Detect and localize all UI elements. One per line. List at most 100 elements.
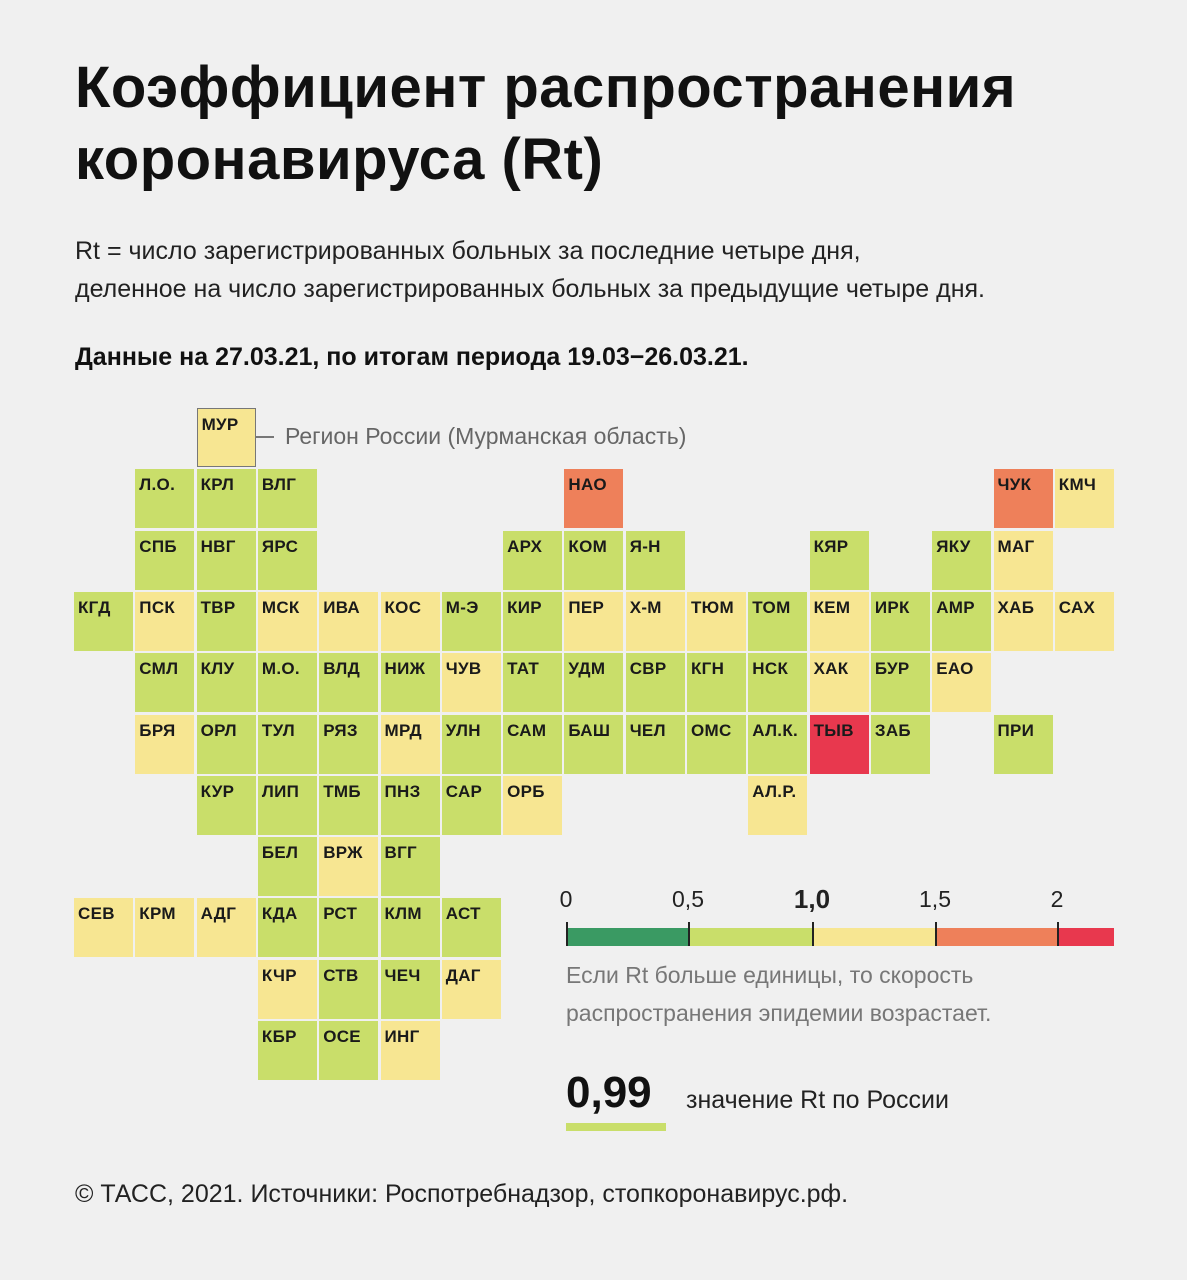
region-tile: УЛН (441, 714, 501, 774)
region-tile: КМЧ (1054, 469, 1114, 529)
russia-rt-value: 0,99 (566, 1068, 652, 1117)
scale-segment-dark-green (566, 928, 688, 946)
region-tile: КБР (257, 1021, 317, 1080)
region-tile: БРЯ (135, 714, 195, 774)
region-tile: ИРК (870, 591, 930, 651)
region-tile: НАО (564, 469, 624, 529)
region-tile: ВРЖ (319, 837, 379, 897)
rt-color-scale: 0 0,5 1,0 1,5 2 (560, 880, 1114, 950)
scale-note: Если Rt больше единицы, то скорость расп… (566, 956, 1126, 1032)
scale-segment-green (688, 928, 812, 946)
region-tile: ЯРС (257, 530, 317, 590)
region-tile: МАГ (993, 530, 1053, 590)
region-tile: ВЛД (319, 653, 379, 713)
russia-rt-label: значение Rt по России (686, 1086, 949, 1114)
region-tile: ПСК (135, 591, 195, 651)
region-tile: КЛУ (196, 653, 256, 713)
region-tile: ТМБ (319, 775, 379, 835)
scale-tick-label: 0 (559, 886, 573, 912)
scale-tick-label: 1,0 (793, 884, 831, 914)
region-tile: ПНЗ (380, 775, 440, 835)
region-tile: ВЛГ (257, 469, 317, 529)
region-tile: КЯР (809, 530, 869, 590)
region-tile: РСТ (319, 898, 379, 958)
region-tile: ТОМ (748, 591, 808, 651)
scale-tick-label: 2 (1050, 886, 1064, 912)
region-tile: МСК (257, 591, 317, 651)
region-tile: ЧЕЛ (625, 714, 685, 774)
scale-note-line-2: распространения эпидемии возрастает. (566, 1000, 992, 1026)
region-tile: КГН (687, 653, 746, 713)
region-tile: ИВА (319, 591, 379, 651)
scale-segment-red (1057, 928, 1114, 946)
region-tile: САХ (1054, 591, 1114, 651)
region-tile: КРМ (135, 898, 195, 958)
region-tile: АМР (932, 591, 992, 651)
legend-callout-text: Регион России (Мурманская область) (285, 423, 687, 449)
scale-segment-orange (935, 928, 1057, 946)
region-tile: ЧУК (993, 469, 1053, 529)
region-tile: ПРИ (993, 714, 1053, 774)
region-tile: ДАГ (441, 959, 501, 1019)
data-date: Данные на 27.03.21, по итогам периода 19… (75, 343, 749, 371)
region-tile: Я-Н (625, 530, 685, 590)
page-title: Коэффициент распространения коронавируса… (75, 55, 1017, 192)
region-tile: АЛ.К. (748, 714, 808, 774)
scale-tick-label: 0,5 (672, 886, 704, 912)
region-tile: ТЮМ (687, 591, 746, 651)
region-tile: КОМ (564, 530, 624, 590)
region-tile: КДА (257, 898, 317, 958)
region-tile: Х-М (625, 591, 685, 651)
region-tile: УДМ (564, 653, 624, 713)
region-tile: КЕМ (809, 591, 869, 651)
region-tile: М.О. (257, 653, 317, 713)
region-tile: НСК (748, 653, 808, 713)
scale-mark (812, 922, 814, 946)
region-tile: НВГ (196, 530, 256, 590)
region-tile: М-Э (441, 591, 501, 651)
region-tile: ЧУВ (441, 653, 501, 713)
region-tile: АРХ (503, 530, 563, 590)
region-tile: КИР (503, 591, 563, 651)
region-tile: МРД (380, 714, 440, 774)
region-tile: ТВР (196, 591, 256, 651)
region-tile: ТУЛ (257, 714, 317, 774)
legend-region-tile: МУР (196, 408, 256, 467)
region-tile: БУР (870, 653, 930, 713)
region-tile: ХАБ (993, 591, 1053, 651)
region-tile: ЕАО (932, 653, 992, 713)
region-tile: АЛ.Р. (748, 775, 808, 835)
region-tile: КУР (196, 775, 256, 835)
region-tile: КРЛ (196, 469, 256, 529)
region-tile: БЕЛ (257, 837, 317, 897)
region-tile: СТВ (319, 959, 379, 1019)
region-tile: НИЖ (380, 653, 440, 713)
region-tile: Л.О. (135, 469, 195, 529)
region-tile: КЛМ (380, 898, 440, 958)
region-tile: АДГ (196, 898, 256, 958)
scale-mark (566, 922, 568, 946)
region-tile: ТАТ (503, 653, 563, 713)
region-tile: ОРБ (503, 775, 563, 835)
region-tile: КЧР (257, 959, 317, 1019)
region-tile: СЕВ (74, 898, 133, 958)
region-tile: СВР (625, 653, 685, 713)
region-tile: ЧЕЧ (380, 959, 440, 1019)
region-tile: САР (441, 775, 501, 835)
region-tile: КГД (74, 591, 133, 651)
region-tile: ВГГ (380, 837, 440, 897)
rt-definition-line-2: деленное на число зарегистрированных бол… (75, 275, 985, 303)
region-tile: ЛИП (257, 775, 317, 835)
region-tile: ОРЛ (196, 714, 256, 774)
scale-mark (688, 922, 690, 946)
rt-definition: Rt = число зарегистрированных больных за… (75, 232, 1175, 308)
scale-tick-label: 1,5 (919, 886, 951, 912)
region-tile: КОС (380, 591, 440, 651)
region-tile: СПБ (135, 530, 195, 590)
region-tile: ЗАБ (870, 714, 930, 774)
region-tile: РЯЗ (319, 714, 379, 774)
region-tile: ОМС (687, 714, 746, 774)
source-footer: © ТАСС, 2021. Источники: Роспотребнадзор… (75, 1180, 849, 1208)
region-tile: ЯКУ (932, 530, 992, 590)
scale-mark (935, 922, 937, 946)
